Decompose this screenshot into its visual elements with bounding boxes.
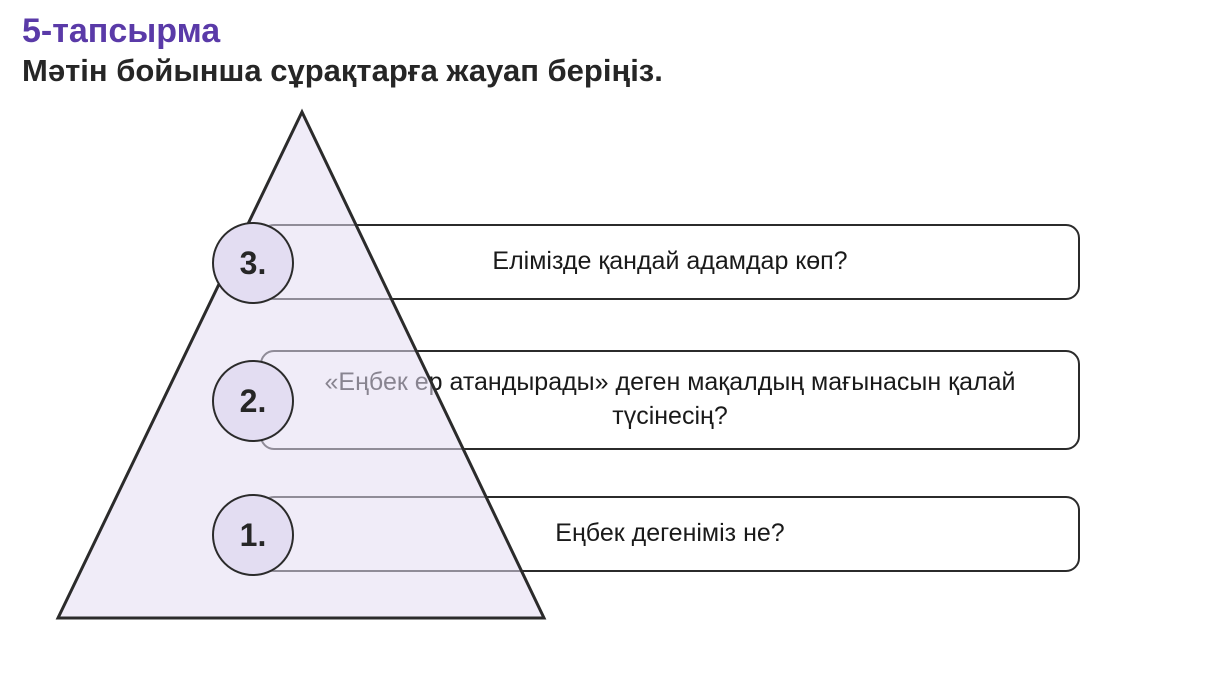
question-text-3: Елімізде қандай адамдар көп? [492, 245, 847, 279]
question-number-2: 2. [240, 383, 267, 420]
question-number-circle-3: 3. [212, 222, 294, 304]
question-row-3: Елімізде қандай адамдар көп? [260, 224, 1080, 300]
question-number-circle-2: 2. [212, 360, 294, 442]
pyramid-triangle [0, 0, 1209, 694]
question-number-3: 3. [240, 245, 267, 282]
question-number-1: 1. [240, 517, 267, 554]
diagram-stage: Елімізде қандай адамдар көп? «Еңбек ер а… [0, 0, 1209, 694]
question-text-2: «Еңбек ер атандырады» деген мақалдың мағ… [286, 366, 1054, 434]
question-number-circle-1: 1. [212, 494, 294, 576]
question-row-1: Еңбек дегеніміз не? [260, 496, 1080, 572]
question-row-2: «Еңбек ер атандырады» деген мақалдың мағ… [260, 350, 1080, 450]
question-text-1: Еңбек дегеніміз не? [555, 517, 784, 551]
